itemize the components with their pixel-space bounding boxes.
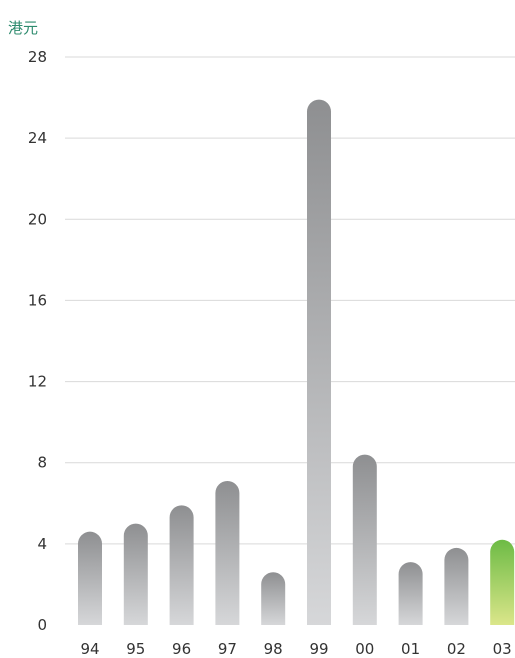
x-tick-label-00: 00: [355, 640, 374, 658]
x-axis-ticks: 94 95 96 97 98 99 00 01 02 03: [80, 640, 511, 658]
y-tick-label-20: 20: [28, 210, 47, 228]
y-tick-label-0: 0: [37, 616, 47, 634]
bar-97: [215, 480, 240, 625]
x-tick-label-99: 99: [309, 640, 328, 658]
bar-02: [444, 547, 469, 625]
bar-01: [398, 562, 423, 625]
bar-95: [123, 523, 148, 625]
y-axis-ticks: 0 4 8 12 16 20 24 28: [28, 48, 47, 634]
x-tick-label-94: 94: [80, 640, 99, 658]
x-tick-label-03: 03: [493, 640, 512, 658]
gridlines: [65, 56, 515, 545]
y-tick-label-16: 16: [28, 291, 47, 309]
bar-96: [169, 505, 194, 625]
bar-03: [490, 539, 515, 625]
bars: [78, 99, 515, 626]
x-tick-label-02: 02: [447, 640, 466, 658]
y-tick-label-24: 24: [28, 129, 47, 147]
x-tick-label-98: 98: [264, 640, 283, 658]
y-axis-unit-label: 港元: [8, 19, 38, 37]
bar-94: [78, 531, 102, 625]
y-tick-label-8: 8: [37, 454, 47, 472]
y-tick-label-4: 4: [37, 535, 47, 553]
x-tick-label-01: 01: [401, 640, 420, 658]
y-tick-label-12: 12: [28, 373, 47, 391]
x-tick-label-95: 95: [126, 640, 145, 658]
x-tick-label-97: 97: [218, 640, 237, 658]
y-tick-label-28: 28: [28, 48, 47, 66]
bar-99: [307, 99, 331, 626]
bar-00: [352, 454, 377, 625]
bar-98: [261, 572, 286, 625]
x-tick-label-96: 96: [172, 640, 191, 658]
